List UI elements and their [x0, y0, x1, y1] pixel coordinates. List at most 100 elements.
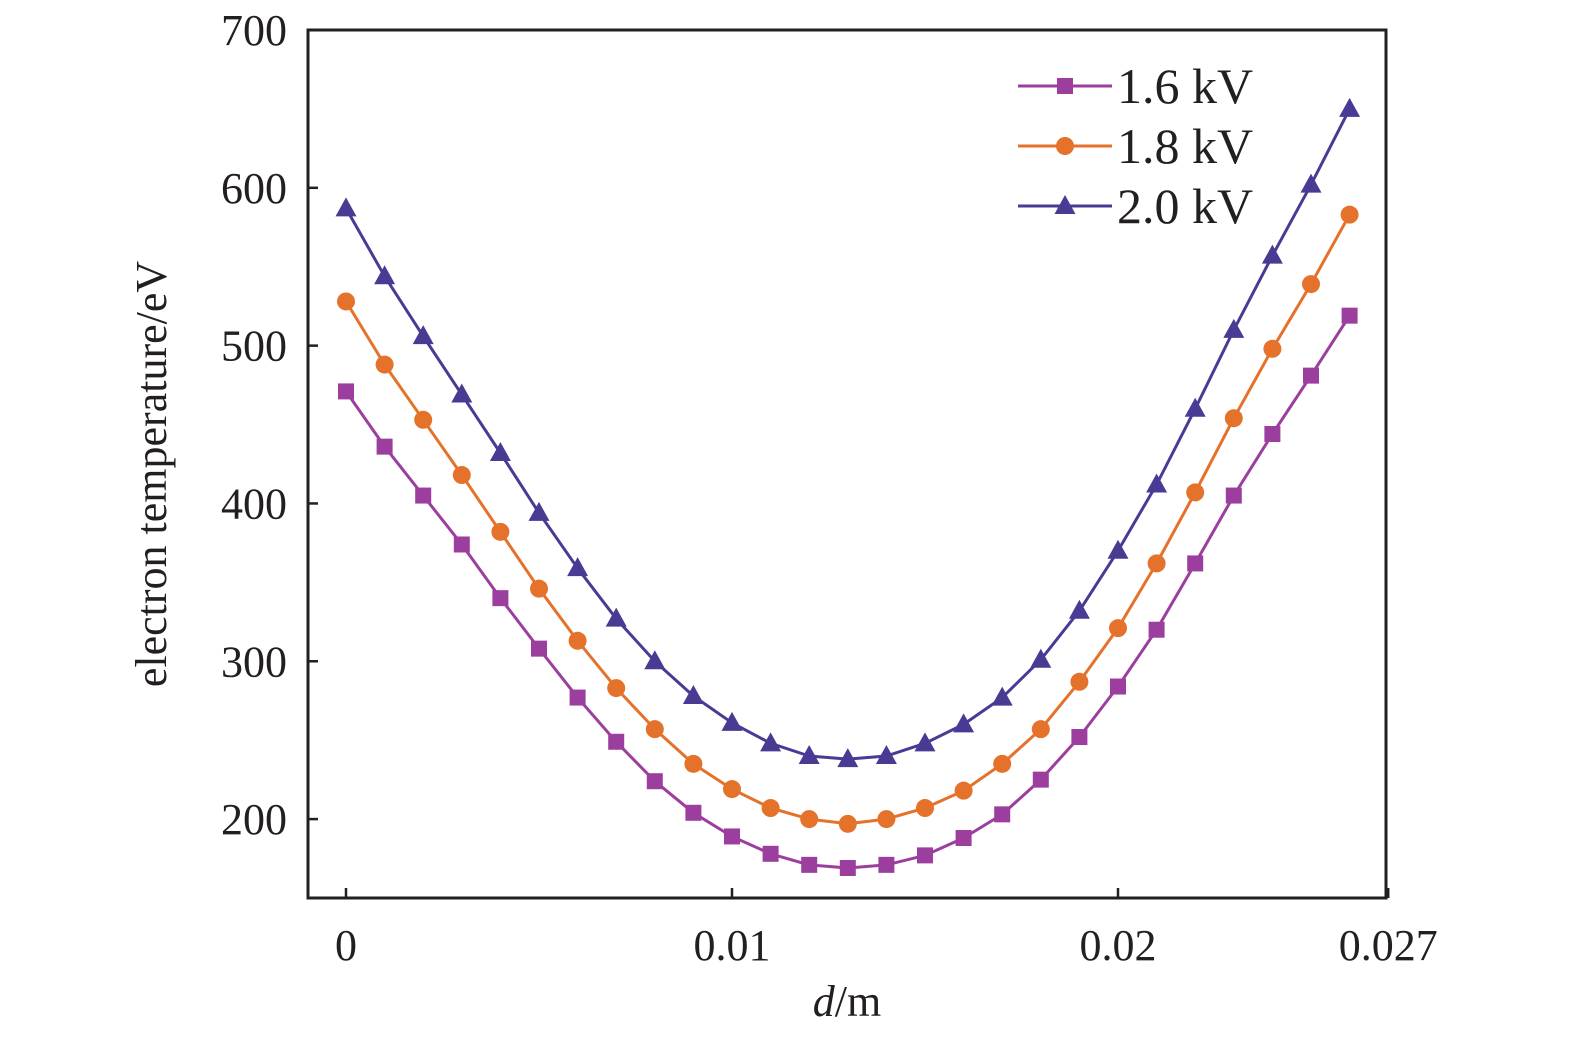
legend-marker	[1054, 195, 1076, 214]
data-point	[1030, 648, 1052, 668]
data-point	[374, 265, 396, 285]
data-point	[993, 754, 1012, 773]
data-point	[954, 781, 973, 800]
data-point	[375, 355, 394, 374]
data-point	[1186, 483, 1205, 502]
legend-label: 1.6 kV	[1117, 58, 1253, 114]
series-layer	[335, 97, 1361, 877]
data-point	[1264, 426, 1281, 443]
x-axis-title-variable: d	[813, 977, 836, 1026]
x-tick-label: 0.027	[1339, 921, 1438, 970]
data-point	[1303, 367, 1319, 384]
data-point	[838, 814, 857, 833]
y-axis-ticks: 200 300 400 500 600 700	[221, 6, 318, 844]
data-point	[916, 799, 934, 818]
series-0	[338, 307, 1358, 877]
legend-label: 2.0 kV	[1117, 178, 1253, 234]
x-axis-ticks: 0 0.01 0.02 0.027	[335, 888, 1438, 970]
data-point	[1184, 397, 1206, 417]
data-point	[800, 810, 819, 829]
data-point	[1224, 409, 1243, 428]
data-point	[684, 754, 703, 773]
data-point	[760, 732, 782, 752]
data-point	[1068, 599, 1090, 619]
data-point	[415, 487, 432, 504]
data-point	[605, 607, 627, 627]
data-point	[1225, 487, 1242, 504]
data-point	[955, 830, 972, 847]
data-point	[798, 744, 820, 764]
data-point	[682, 684, 704, 704]
data-point	[1341, 307, 1358, 324]
data-point	[1300, 173, 1322, 193]
data-point	[1032, 771, 1049, 788]
legend-item: 1.8 kV	[1018, 118, 1253, 174]
data-point	[338, 383, 354, 400]
data-point	[1340, 205, 1359, 224]
data-point	[994, 806, 1011, 823]
data-point	[530, 579, 548, 598]
y-tick-label: 300	[221, 637, 287, 686]
x-axis-title: d/m	[813, 977, 881, 1026]
data-point	[1146, 473, 1168, 493]
data-point	[801, 856, 818, 873]
data-point	[489, 441, 511, 461]
series-1	[337, 205, 1359, 833]
data-point	[1187, 555, 1204, 572]
legend-item: 2.0 kV	[1018, 178, 1253, 234]
data-point	[569, 689, 586, 706]
data-point	[1339, 97, 1361, 117]
data-point	[376, 438, 393, 455]
data-point	[685, 804, 702, 821]
y-tick-label: 500	[221, 322, 287, 371]
data-point	[528, 501, 550, 521]
data-point	[335, 197, 357, 217]
series-line	[344, 213, 1351, 826]
data-point	[1302, 275, 1320, 294]
data-point	[451, 383, 473, 403]
data-point	[607, 679, 626, 698]
y-tick-label: 600	[221, 164, 287, 213]
data-point	[761, 799, 780, 818]
data-point	[568, 631, 587, 650]
data-point	[914, 732, 936, 752]
data-point	[414, 410, 433, 429]
data-point	[1261, 244, 1283, 264]
data-point	[567, 557, 589, 577]
y-axis-title: electron temperature/eV	[127, 261, 176, 688]
data-point	[645, 720, 664, 739]
data-point	[724, 828, 740, 845]
data-point	[1107, 539, 1129, 559]
y-tick-label: 700	[221, 6, 287, 55]
data-point	[762, 845, 779, 862]
data-point	[1070, 672, 1089, 691]
data-point	[1110, 678, 1126, 695]
data-point	[337, 292, 355, 311]
data-point	[531, 640, 547, 657]
data-point	[492, 590, 509, 607]
data-point	[491, 522, 510, 541]
y-tick-label: 200	[221, 795, 287, 844]
data-point	[412, 325, 434, 345]
data-point	[721, 711, 743, 731]
plot-frame	[306, 28, 1388, 900]
x-tick-label: 0.02	[1080, 921, 1157, 970]
data-point	[1147, 554, 1166, 573]
x-axis-title-unit: /m	[835, 977, 881, 1026]
x-tick-label: 0	[335, 921, 357, 970]
data-point	[608, 733, 625, 750]
y-tick-label: 400	[221, 479, 287, 528]
legend-label: 1.8 kV	[1117, 118, 1253, 174]
data-point	[1263, 339, 1282, 358]
data-point	[917, 847, 933, 864]
data-point	[1223, 318, 1245, 338]
legend-marker	[1056, 137, 1074, 155]
data-point	[1109, 619, 1127, 638]
data-point	[839, 860, 856, 877]
data-point	[837, 748, 859, 768]
data-point	[453, 536, 470, 553]
data-point	[644, 650, 666, 670]
data-point	[646, 773, 663, 790]
data-point	[953, 713, 975, 733]
